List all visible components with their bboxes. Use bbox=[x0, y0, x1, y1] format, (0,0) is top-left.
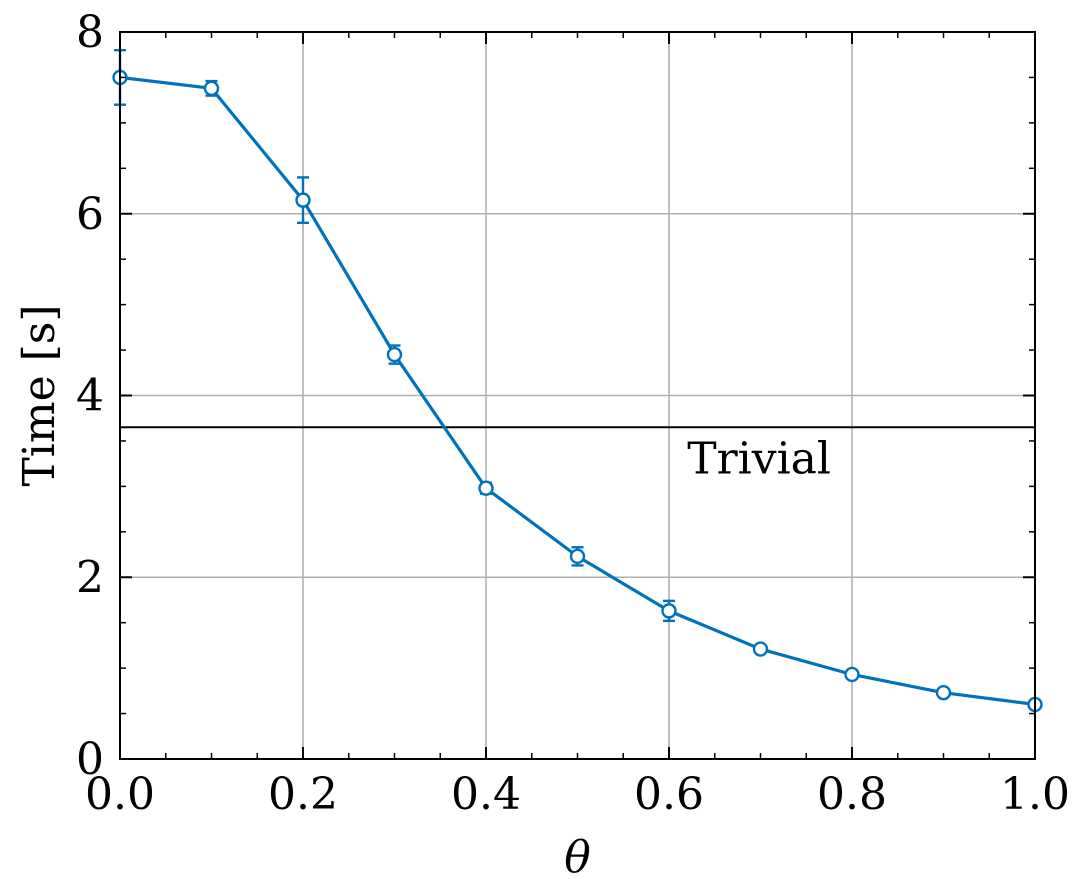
y-tick-label: 4 bbox=[76, 371, 104, 422]
x-tick-label: 0.4 bbox=[451, 769, 521, 820]
data-point bbox=[386, 346, 403, 363]
data-point bbox=[752, 641, 769, 657]
y-axis-label: Time [s] bbox=[14, 304, 65, 486]
tick-labels: 0.0 0.2 0.4 0.6 0.8 1.0 0 2 4 6 8 bbox=[76, 7, 1070, 820]
x-axis-label: θ bbox=[564, 832, 591, 883]
x-tick-label: 0.2 bbox=[268, 769, 338, 820]
x-tick-label: 0.0 bbox=[85, 769, 155, 820]
x-tick-label: 1.0 bbox=[1000, 769, 1070, 820]
data-point bbox=[295, 192, 311, 208]
data-point bbox=[569, 548, 586, 565]
x-tick-label: 0.8 bbox=[817, 769, 887, 820]
y-tick-label: 0 bbox=[76, 734, 104, 785]
y-tick-label: 2 bbox=[76, 552, 104, 603]
y-tick-label: 8 bbox=[76, 7, 104, 58]
data-point bbox=[661, 603, 677, 619]
series-line bbox=[119, 75, 1036, 707]
series-group bbox=[112, 48, 1043, 713]
grid bbox=[120, 32, 1035, 759]
data-point bbox=[935, 684, 952, 701]
reference-line-label: Trivial bbox=[687, 433, 831, 484]
y-tick-label: 6 bbox=[76, 189, 104, 240]
ticks bbox=[119, 31, 1036, 760]
data-point bbox=[203, 80, 220, 97]
data-point bbox=[478, 480, 494, 496]
data-point bbox=[844, 666, 860, 683]
x-tick-label: 0.6 bbox=[634, 769, 704, 820]
